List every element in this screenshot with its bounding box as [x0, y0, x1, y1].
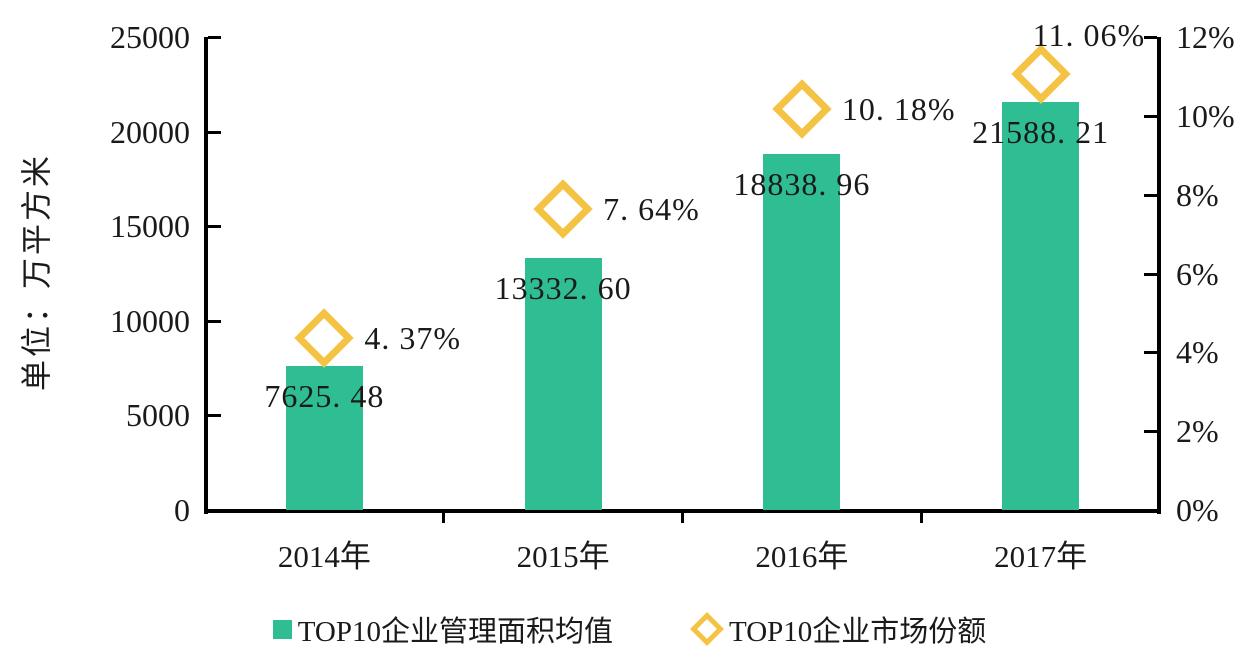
bar-3 [763, 153, 841, 510]
x-axis-tick [919, 513, 923, 523]
right-axis-tick [1144, 193, 1157, 197]
legend-item-bar-series: TOP10企业管理面积均值 [272, 608, 613, 650]
bar-value-label: 7625. 48 [264, 377, 385, 414]
right-axis-tick [1144, 114, 1157, 118]
legend-item-scatter-series: TOP10企业市场份额 [690, 608, 987, 650]
x-axis-label-3: 2016年 [755, 539, 849, 574]
bar-2 [524, 257, 602, 510]
scatter-value-label: 7. 64% [603, 190, 700, 227]
right-axis-tick [1144, 430, 1157, 434]
bar-value-label: 21588. 21 [972, 113, 1110, 150]
right-axis-tick-label: 8% [1176, 176, 1219, 213]
right-axis-tick-label: 10% [1176, 97, 1235, 134]
right-axis-tick-label: 4% [1176, 334, 1219, 371]
left-axis-tick-label: 20000 [110, 113, 190, 150]
right-axis-tick [1144, 36, 1157, 39]
bar-value-label: 13332. 60 [494, 269, 632, 306]
left-axis-tick [208, 36, 221, 39]
diamond-marker-icon [772, 79, 832, 139]
left-axis-tick-label: 10000 [110, 302, 190, 339]
left-axis-tick [208, 509, 221, 512]
right-axis-tick [1144, 272, 1157, 276]
scatter-value-label: 10. 18% [841, 90, 956, 127]
x-axis-tick [442, 513, 446, 523]
right-axis-tick [1144, 351, 1157, 355]
right-axis-tick-label: 12% [1176, 19, 1235, 55]
legend-bar-series-label: TOP10企业管理面积均值 [297, 616, 613, 648]
scatter-value-label: 11. 06% [1032, 17, 1146, 54]
left-axis-tick-label: 0 [174, 492, 190, 528]
right-axis-line [1157, 37, 1161, 514]
left-axis-tick [208, 319, 221, 323]
left-axis-title: 单位：万平方米 [19, 153, 55, 391]
right-axis-tick-label: 0% [1176, 492, 1219, 528]
left-axis-tick [208, 130, 221, 134]
diamond-marker-icon [533, 179, 593, 239]
right-axis-tick-label: 6% [1176, 255, 1219, 292]
diamond-marker-icon [294, 308, 355, 368]
bar-1 [285, 365, 363, 510]
left-axis-tick-label: 15000 [110, 208, 190, 245]
right-axis-tick [1144, 509, 1157, 512]
right-axis-tick-label: 2% [1176, 413, 1219, 450]
left-axis-line [204, 37, 208, 514]
diamond-marker-icon [690, 612, 724, 646]
bar-value-label: 18838. 96 [733, 165, 871, 202]
left-axis-tick-label: 5000 [126, 397, 190, 434]
left-axis-tick-label: 25000 [110, 19, 190, 55]
x-axis-label-2: 2015年 [516, 539, 610, 574]
x-axis-label-1: 2014年 [277, 539, 371, 574]
x-axis-label-4: 2017年 [994, 539, 1088, 574]
x-axis-tick [681, 513, 684, 523]
legend: TOP10企业管理面积均值 TOP10企业市场份额 [0, 602, 1259, 656]
bar-4 [1002, 101, 1080, 510]
scatter-value-label: 4. 37% [364, 319, 462, 356]
bar-series-swatch-icon [272, 619, 292, 639]
left-axis-tick [208, 225, 221, 229]
diamond-marker-icon [1010, 44, 1071, 104]
bottom-axis-line [204, 509, 1161, 513]
legend-scatter-series-label: TOP10企业市场份额 [729, 616, 987, 648]
left-axis-tick [208, 414, 221, 418]
